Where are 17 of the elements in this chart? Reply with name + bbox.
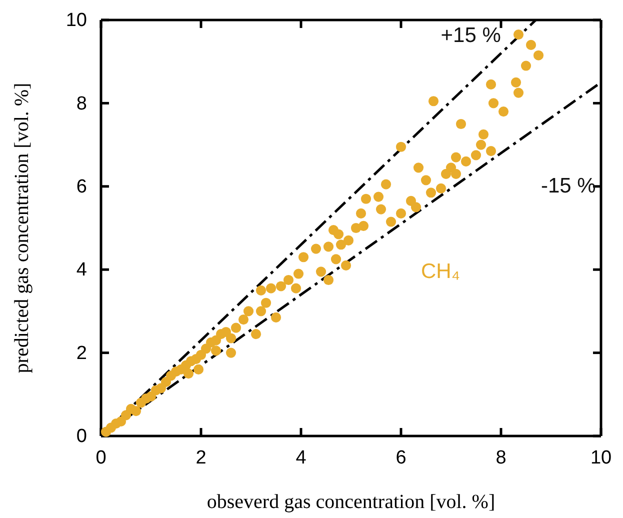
y-tick-label: 10 [66,10,87,32]
x-tick-label: 2 [196,447,206,468]
y-tick-label: 8 [76,93,87,114]
y-tick-label: 2 [76,342,87,364]
x-tick-label: 8 [496,447,506,468]
y-tick-label: 0 [76,426,87,448]
x-tick-label: 10 [590,447,612,468]
text: CH₄ [421,260,460,283]
y-axis-title: predicted gas concentration [vol. %] [11,82,33,374]
x-tick-label: 6 [396,447,406,468]
x-tick-label: 0 [96,447,106,468]
annotation: +15 % [440,24,501,47]
y-tick-label: 4 [76,260,88,281]
x-tick-label: 4 [296,447,307,468]
annotation: -15 % [541,174,596,198]
x-axis-title: obseverd gas concentration [vol. %] [206,491,496,513]
y-tick-label: 6 [76,176,87,198]
